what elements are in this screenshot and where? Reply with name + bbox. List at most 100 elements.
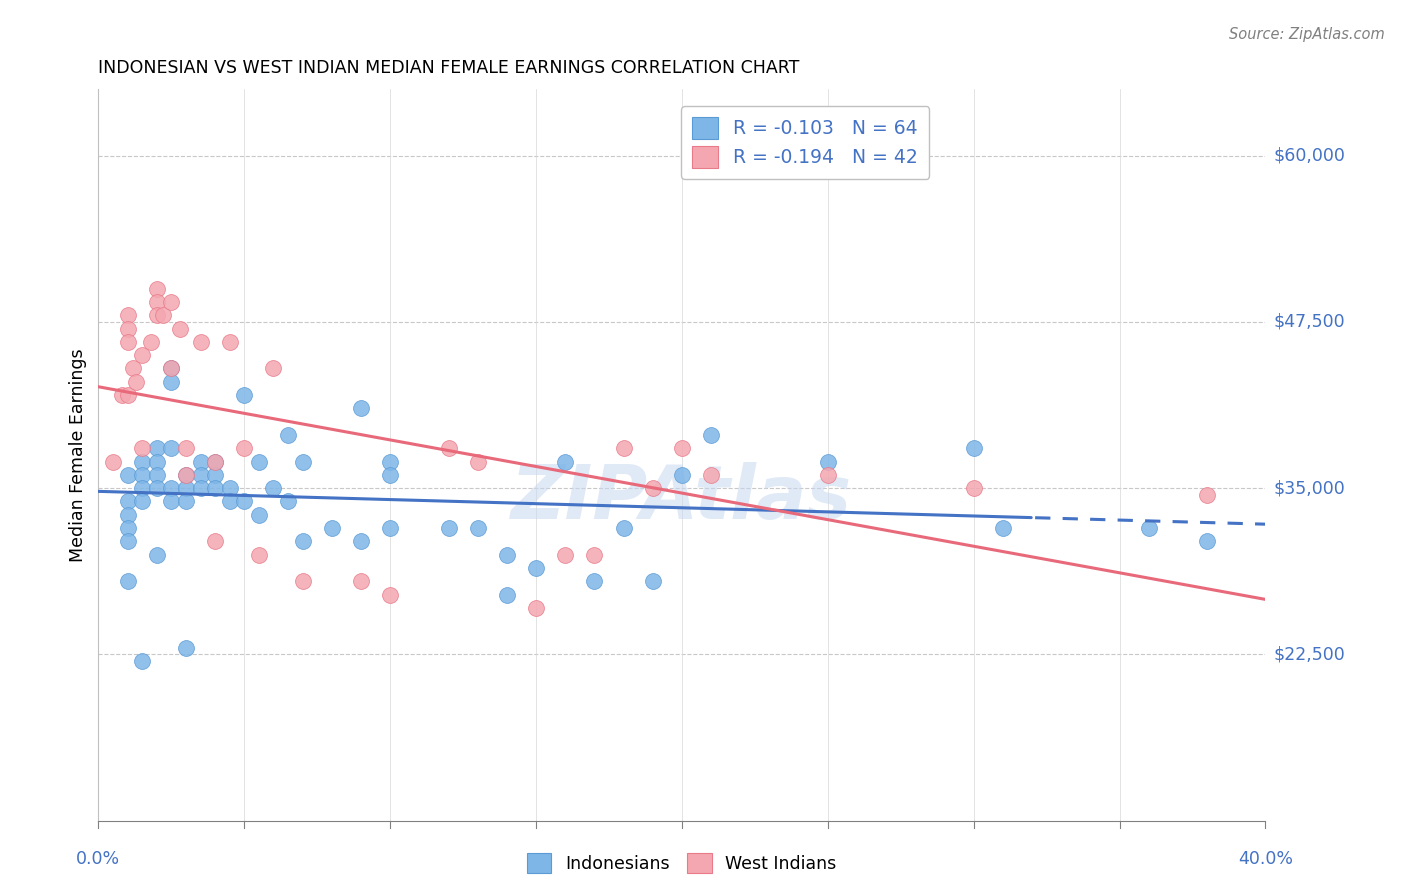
Y-axis label: Median Female Earnings: Median Female Earnings	[69, 348, 87, 562]
Point	[117, 534, 139, 549]
Point	[1195, 488, 1218, 502]
Point	[190, 481, 212, 495]
Point	[146, 442, 169, 456]
Point	[125, 375, 148, 389]
Point	[247, 508, 270, 522]
Point	[962, 442, 984, 456]
Point	[495, 588, 517, 602]
Point	[160, 442, 183, 456]
Point	[152, 308, 174, 322]
Point	[817, 467, 839, 482]
Point	[350, 401, 373, 416]
Point	[495, 548, 517, 562]
Point	[218, 494, 240, 508]
Text: $47,500: $47,500	[1274, 313, 1346, 331]
Point	[174, 467, 197, 482]
Text: Source: ZipAtlas.com: Source: ZipAtlas.com	[1229, 27, 1385, 42]
Point	[612, 442, 634, 456]
Point	[146, 548, 169, 562]
Point	[190, 467, 212, 482]
Point	[174, 481, 197, 495]
Point	[146, 454, 169, 468]
Point	[131, 467, 153, 482]
Point	[131, 442, 153, 456]
Point	[262, 481, 284, 495]
Point	[1137, 521, 1160, 535]
Point	[378, 521, 402, 535]
Point	[554, 548, 576, 562]
Point	[174, 467, 197, 482]
Point	[146, 282, 169, 296]
Point	[671, 442, 693, 456]
Point	[233, 442, 256, 456]
Text: 0.0%: 0.0%	[76, 850, 121, 868]
Point	[233, 388, 256, 402]
Text: $22,500: $22,500	[1274, 646, 1346, 664]
Point	[583, 574, 606, 589]
Point	[700, 467, 723, 482]
Point	[117, 321, 139, 335]
Point	[247, 454, 270, 468]
Point	[204, 534, 226, 549]
Point	[962, 481, 984, 495]
Point	[131, 454, 153, 468]
Point	[641, 574, 664, 589]
Legend: Indonesians, West Indians: Indonesians, West Indians	[519, 844, 845, 881]
Point	[277, 494, 299, 508]
Point	[139, 334, 162, 349]
Point	[174, 494, 197, 508]
Point	[247, 548, 270, 562]
Point	[146, 481, 169, 495]
Point	[146, 295, 169, 310]
Point	[190, 454, 212, 468]
Point	[146, 467, 169, 482]
Point	[204, 454, 226, 468]
Point	[117, 467, 139, 482]
Point	[378, 467, 402, 482]
Point	[160, 295, 183, 310]
Point	[321, 521, 343, 535]
Point	[218, 481, 240, 495]
Point	[554, 454, 576, 468]
Point	[117, 494, 139, 508]
Point	[583, 548, 606, 562]
Point	[291, 454, 314, 468]
Point	[1195, 534, 1218, 549]
Point	[671, 467, 693, 482]
Point	[111, 388, 134, 402]
Point	[291, 534, 314, 549]
Point	[262, 361, 284, 376]
Point	[612, 521, 634, 535]
Point	[204, 454, 226, 468]
Point	[233, 494, 256, 508]
Point	[350, 574, 373, 589]
Text: ZIPAtlas: ZIPAtlas	[512, 462, 852, 535]
Point	[169, 321, 191, 335]
Point	[378, 454, 402, 468]
Point	[131, 494, 153, 508]
Point	[160, 361, 183, 376]
Point	[160, 494, 183, 508]
Point	[524, 561, 547, 575]
Text: INDONESIAN VS WEST INDIAN MEDIAN FEMALE EARNINGS CORRELATION CHART: INDONESIAN VS WEST INDIAN MEDIAN FEMALE …	[98, 59, 800, 77]
Point	[817, 454, 839, 468]
Point	[117, 388, 139, 402]
Point	[131, 481, 153, 495]
Point	[437, 442, 460, 456]
Point	[174, 640, 197, 655]
Point	[467, 521, 489, 535]
Point	[350, 534, 373, 549]
Text: $60,000: $60,000	[1274, 146, 1346, 165]
Text: $35,000: $35,000	[1274, 479, 1346, 497]
Point	[117, 334, 139, 349]
Point	[117, 308, 139, 322]
Point	[131, 654, 153, 668]
Point	[437, 521, 460, 535]
Point	[277, 428, 299, 442]
Point	[117, 521, 139, 535]
Point	[524, 600, 547, 615]
Point	[204, 467, 226, 482]
Point	[146, 308, 169, 322]
Point	[991, 521, 1014, 535]
Point	[117, 574, 139, 589]
